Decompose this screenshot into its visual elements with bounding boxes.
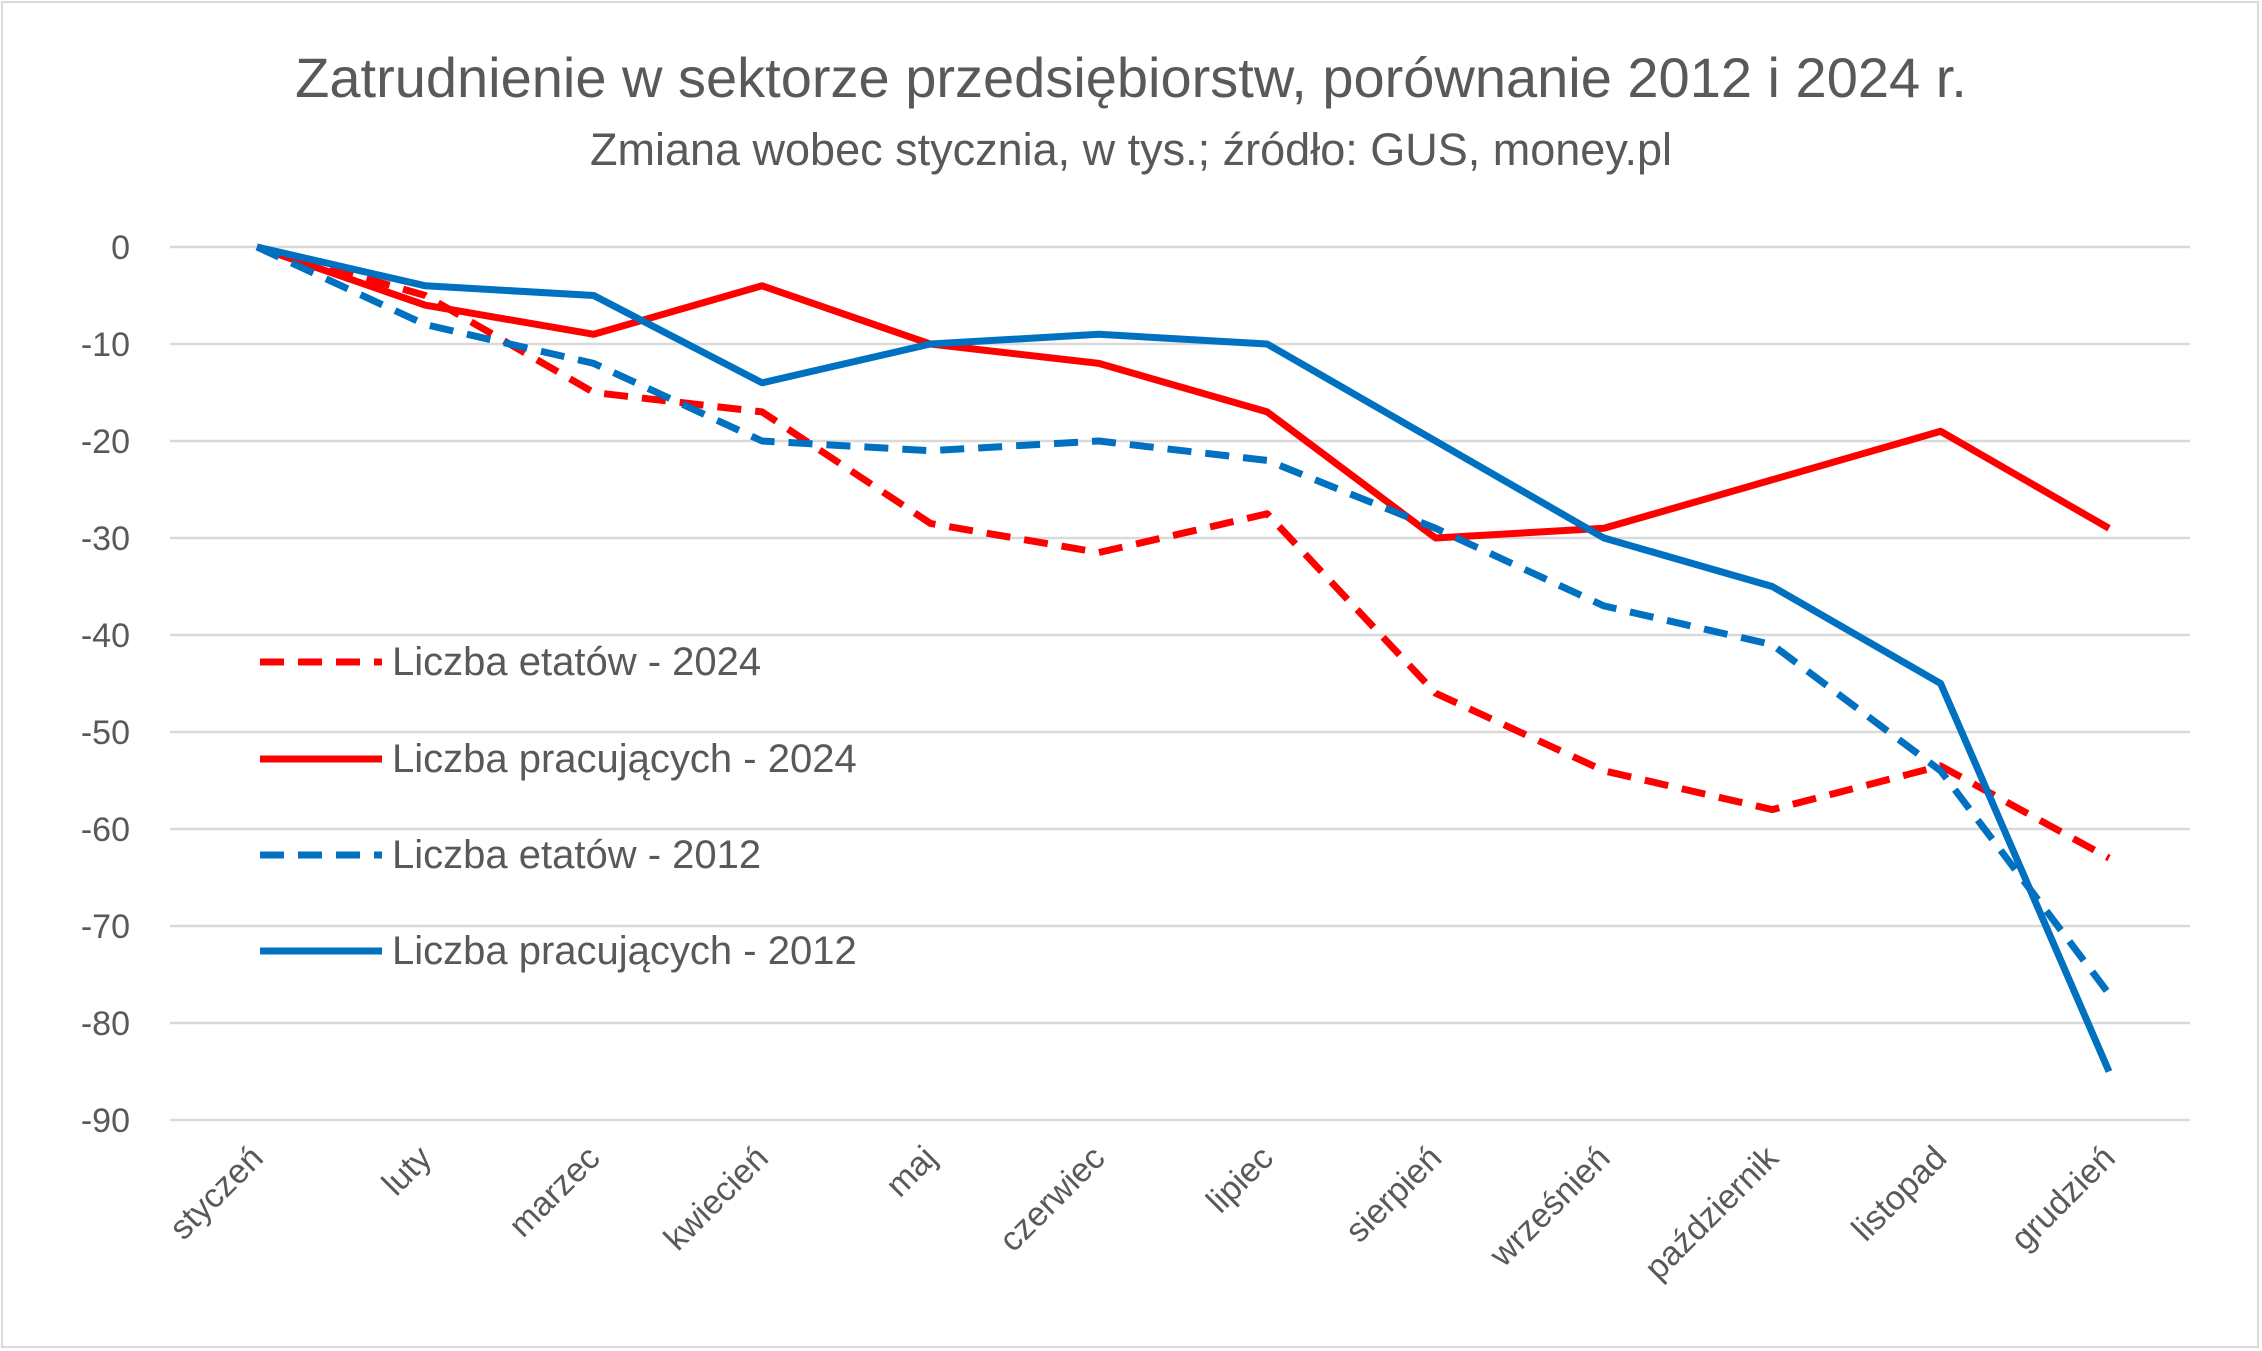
x-tick-label: listopad — [1845, 1139, 1955, 1249]
x-tick-label: sierpień — [1338, 1139, 1449, 1250]
y-tick-label: 0 — [111, 229, 130, 267]
x-tick-label: październik — [1637, 1138, 1786, 1287]
x-tick-label: marzec — [502, 1139, 608, 1245]
x-tick-label: styczeń — [162, 1139, 270, 1247]
series-line-2 — [255, 243, 2112, 997]
y-tick-label: -80 — [81, 1005, 130, 1043]
legend-label: Liczba etatów - 2024 — [392, 640, 761, 684]
y-tick-label: -10 — [81, 326, 130, 364]
y-tick-label: -60 — [81, 811, 130, 849]
y-tick-label: -50 — [81, 714, 130, 752]
y-tick-label: -40 — [81, 617, 130, 655]
legend-label: Liczba pracujących - 2012 — [392, 929, 857, 973]
y-tick-label: -20 — [81, 423, 130, 461]
x-tick-label: maj — [878, 1139, 944, 1205]
series-line-3 — [256, 243, 2113, 1073]
series-line-1 — [255, 243, 2111, 542]
y-tick-label: -30 — [81, 520, 130, 558]
y-tick-label: -70 — [81, 908, 130, 946]
chart-title: Zatrudnienie w sektorze przedsiębiorstw,… — [295, 46, 1967, 109]
x-tick-label: kwiecień — [657, 1139, 776, 1258]
chart-subtitle: Zmiana wobec stycznia, w tys.; źródło: G… — [590, 124, 1672, 175]
legend-label: Liczba etatów - 2012 — [392, 833, 761, 877]
series-line-0 — [256, 243, 2111, 862]
x-tick-label: czerwiec — [992, 1139, 1112, 1259]
legend-label: Liczba pracujących - 2024 — [392, 737, 857, 781]
x-tick-label: luty — [375, 1139, 439, 1203]
y-tick-label: -90 — [81, 1102, 130, 1140]
x-tick-label: wrześnień — [1482, 1139, 1618, 1275]
x-tick-label: grudzień — [2004, 1139, 2123, 1258]
x-tick-label: lipiec — [1199, 1139, 1281, 1221]
